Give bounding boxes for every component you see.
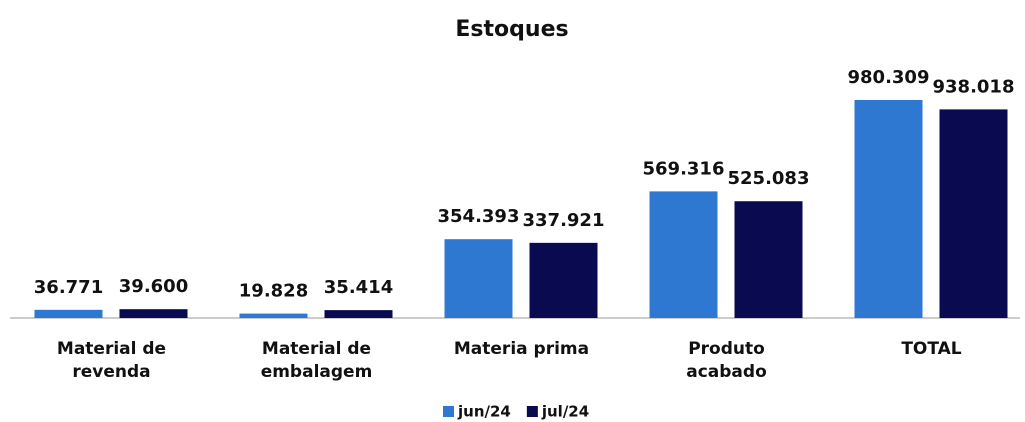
data-label: 337.921 — [523, 210, 605, 231]
x-tick-label-box: Material de embalagem — [260, 339, 373, 382]
legend-swatch — [443, 406, 454, 417]
bar — [34, 309, 103, 318]
bar — [734, 201, 803, 318]
x-tick-label: TOTAL — [901, 339, 962, 359]
x-tick-label: Produto acabado — [686, 339, 767, 382]
data-label: 525.083 — [728, 168, 810, 189]
legend-label: jun/24 — [457, 403, 511, 421]
data-label: 938.018 — [933, 76, 1015, 97]
bar — [529, 242, 598, 318]
bar — [119, 309, 188, 318]
bar — [854, 100, 923, 318]
data-label: 354.393 — [438, 206, 520, 227]
data-label: 19.828 — [239, 281, 308, 302]
x-tick-label: Material de embalagem — [260, 339, 373, 382]
bar — [239, 313, 308, 318]
data-label: 36.771 — [34, 277, 103, 298]
x-tick-label-box: Produto acabado — [686, 339, 767, 382]
bar — [444, 239, 513, 318]
bar — [939, 109, 1008, 318]
bar — [649, 191, 718, 318]
x-tick-label: Material de revenda — [56, 339, 167, 382]
data-label: 569.316 — [643, 158, 725, 179]
x-tick-label-box: Material de revenda — [56, 339, 167, 382]
data-label: 980.309 — [848, 67, 930, 88]
data-label: 35.414 — [324, 277, 393, 298]
x-tick-label: Materia prima — [453, 339, 590, 359]
legend-swatch — [526, 406, 538, 417]
bar — [324, 310, 393, 318]
legend-label: jul/24 — [541, 403, 589, 421]
data-label: 39.600 — [119, 276, 188, 297]
chart-title: Estoques — [455, 17, 568, 42]
x-tick-label-box: Materia prima — [453, 339, 590, 359]
x-tick-label-box: TOTAL — [901, 339, 962, 359]
